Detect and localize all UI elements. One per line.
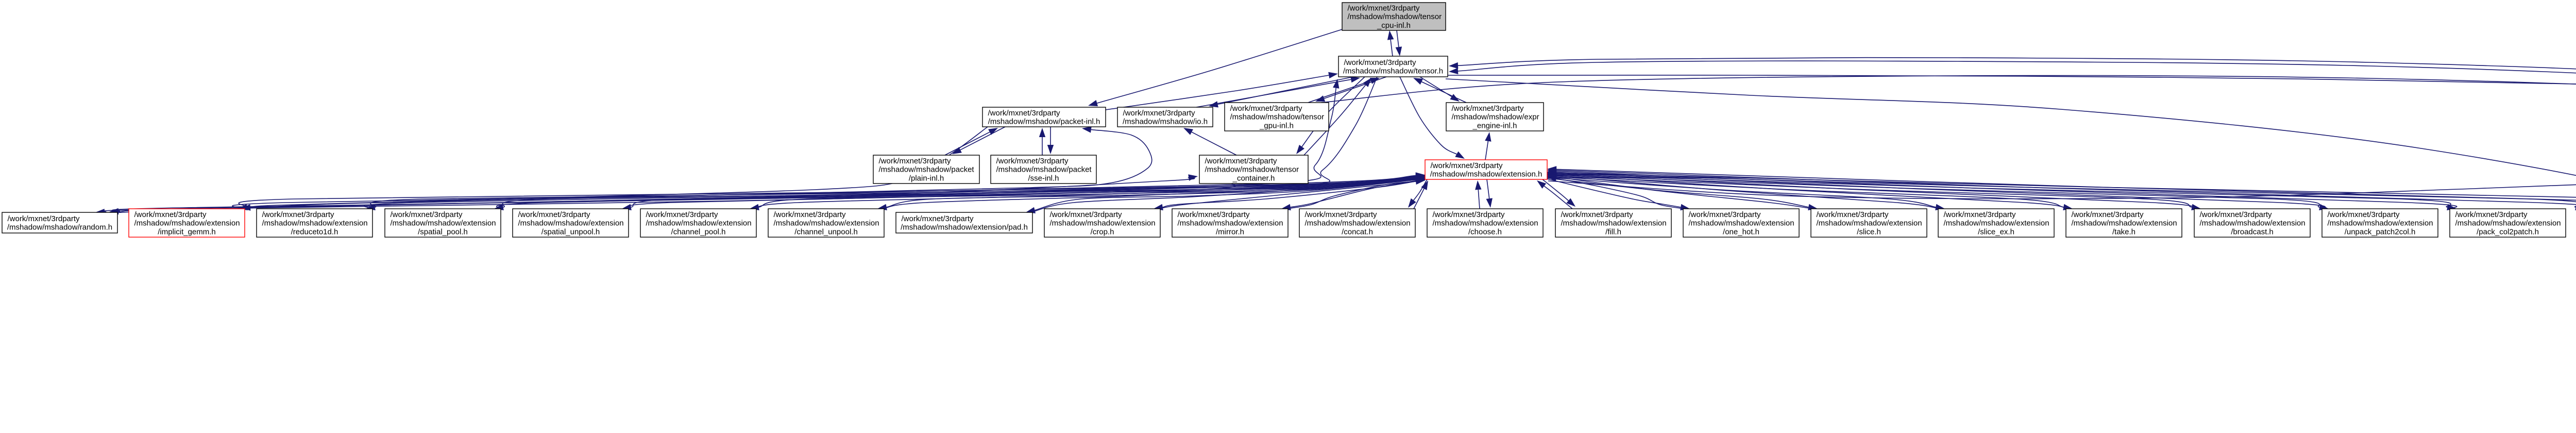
- svg-text:/mshadow/mshadow/extension: /mshadow/mshadow/extension: [646, 219, 752, 228]
- svg-text:/slice_ex.h: /slice_ex.h: [1978, 227, 2014, 236]
- svg-text:/mshadow/mshadow/extension: /mshadow/mshadow/extension: [2072, 219, 2177, 228]
- svg-text:/sse-inl.h: /sse-inl.h: [1028, 174, 1059, 182]
- svg-text:/work/mxnet/3rdparty: /work/mxnet/3rdparty: [2200, 210, 2273, 219]
- svg-text:_container.h: _container.h: [1232, 174, 1275, 182]
- svg-text:_cpu-inl.h: _cpu-inl.h: [1377, 21, 1411, 30]
- svg-text:/unpack_patch2col.h: /unpack_patch2col.h: [2345, 227, 2416, 236]
- svg-text:/work/mxnet/3rdparty: /work/mxnet/3rdparty: [8, 214, 80, 223]
- svg-text:/work/mxnet/3rdparty: /work/mxnet/3rdparty: [262, 210, 335, 219]
- svg-text:/work/mxnet/3rdparty: /work/mxnet/3rdparty: [774, 210, 846, 219]
- svg-text:/work/mxnet/3rdparty: /work/mxnet/3rdparty: [1178, 210, 1250, 219]
- svg-text:_gpu-inl.h: _gpu-inl.h: [1259, 121, 1294, 130]
- svg-text:/work/mxnet/3rdparty: /work/mxnet/3rdparty: [1348, 4, 1420, 13]
- svg-text:/mshadow/mshadow/tensor: /mshadow/mshadow/tensor: [1205, 165, 1299, 174]
- svg-text:/slice.h: /slice.h: [1857, 227, 1881, 236]
- svg-text:/reduceto1d.h: /reduceto1d.h: [291, 227, 338, 236]
- svg-text:/spatial_unpool.h: /spatial_unpool.h: [541, 227, 600, 236]
- svg-text:/mshadow/mshadow/extension: /mshadow/mshadow/extension: [2200, 219, 2306, 228]
- svg-text:/mshadow/mshadow/packet-inl.h: /mshadow/mshadow/packet-inl.h: [988, 118, 1100, 126]
- svg-text:/work/mxnet/3rdparty: /work/mxnet/3rdparty: [902, 214, 974, 223]
- svg-text:_engine-inl.h: _engine-inl.h: [1472, 121, 1517, 130]
- svg-text:/work/mxnet/3rdparty: /work/mxnet/3rdparty: [1944, 210, 2016, 219]
- svg-text:/work/mxnet/3rdparty: /work/mxnet/3rdparty: [1305, 210, 1378, 219]
- svg-text:/channel_unpool.h: /channel_unpool.h: [794, 227, 858, 236]
- svg-text:/mshadow/mshadow/extension: /mshadow/mshadow/extension: [1561, 219, 1667, 228]
- svg-text:/fill.h: /fill.h: [1605, 227, 1621, 236]
- svg-text:/work/mxnet/3rdparty: /work/mxnet/3rdparty: [391, 210, 463, 219]
- svg-text:/mshadow/mshadow/extension: /mshadow/mshadow/extension: [2455, 219, 2561, 228]
- svg-text:/one_hot.h: /one_hot.h: [1723, 227, 1759, 236]
- svg-text:/mshadow/mshadow/extension: /mshadow/mshadow/extension: [774, 219, 879, 228]
- svg-text:/work/mxnet/3rdparty: /work/mxnet/3rdparty: [1230, 104, 1303, 113]
- svg-text:/mshadow/mshadow/io.h: /mshadow/mshadow/io.h: [1123, 118, 1208, 126]
- svg-text:/concat.h: /concat.h: [1342, 227, 1373, 236]
- svg-text:/mshadow/mshadow/extension.h: /mshadow/mshadow/extension.h: [1430, 170, 1543, 179]
- svg-text:/mshadow/mshadow/packet: /mshadow/mshadow/packet: [879, 165, 975, 174]
- svg-text:/work/mxnet/3rdparty: /work/mxnet/3rdparty: [1689, 210, 1761, 219]
- svg-text:/mshadow/mshadow/tensor: /mshadow/mshadow/tensor: [1348, 12, 1442, 21]
- svg-text:/work/mxnet/3rdparty: /work/mxnet/3rdparty: [1433, 210, 1505, 219]
- svg-text:/mshadow/mshadow/extension: /mshadow/mshadow/extension: [1050, 219, 1156, 228]
- svg-text:/work/mxnet/3rdparty: /work/mxnet/3rdparty: [1050, 210, 1123, 219]
- svg-text:/work/mxnet/3rdparty: /work/mxnet/3rdparty: [1344, 58, 1417, 67]
- svg-text:/mshadow/mshadow/tensor: /mshadow/mshadow/tensor: [1230, 113, 1325, 122]
- svg-text:/mshadow/mshadow/extension: /mshadow/mshadow/extension: [1433, 219, 1538, 228]
- svg-text:/work/mxnet/3rdparty: /work/mxnet/3rdparty: [1452, 104, 1524, 113]
- svg-text:/work/mxnet/3rdparty: /work/mxnet/3rdparty: [2455, 210, 2528, 219]
- svg-text:/mshadow/mshadow/random.h: /mshadow/mshadow/random.h: [7, 223, 112, 232]
- svg-text:/broadcast.h: /broadcast.h: [2231, 227, 2274, 236]
- svg-text:/mshadow/mshadow/extension: /mshadow/mshadow/extension: [1817, 219, 1922, 228]
- svg-text:/mshadow/mshadow/extension: /mshadow/mshadow/extension: [1689, 219, 1794, 228]
- svg-text:/mshadow/mshadow/extension: /mshadow/mshadow/extension: [134, 219, 240, 228]
- svg-text:/work/mxnet/3rdparty: /work/mxnet/3rdparty: [2328, 210, 2400, 219]
- svg-text:/work/mxnet/3rdparty: /work/mxnet/3rdparty: [1123, 109, 1196, 118]
- svg-text:/work/mxnet/3rdparty: /work/mxnet/3rdparty: [646, 210, 719, 219]
- svg-text:/pack_col2patch.h: /pack_col2patch.h: [2477, 227, 2539, 236]
- svg-text:/work/mxnet/3rdparty: /work/mxnet/3rdparty: [1431, 161, 1503, 170]
- svg-text:/work/mxnet/3rdparty: /work/mxnet/3rdparty: [134, 210, 207, 219]
- svg-text:/take.h: /take.h: [2112, 227, 2136, 236]
- svg-text:/plain-inl.h: /plain-inl.h: [909, 174, 944, 182]
- svg-text:/work/mxnet/3rdparty: /work/mxnet/3rdparty: [518, 210, 591, 219]
- svg-text:/work/mxnet/3rdparty: /work/mxnet/3rdparty: [879, 157, 952, 165]
- svg-text:/mshadow/mshadow/tensor.h: /mshadow/mshadow/tensor.h: [1343, 67, 1443, 76]
- svg-text:/mshadow/mshadow/extension: /mshadow/mshadow/extension: [262, 219, 368, 228]
- svg-text:/choose.h: /choose.h: [1468, 227, 1502, 236]
- svg-text:/mshadow/mshadow/packet: /mshadow/mshadow/packet: [996, 165, 1092, 174]
- svg-text:/mirror.h: /mirror.h: [1216, 227, 1244, 236]
- svg-text:/mshadow/mshadow/expr: /mshadow/mshadow/expr: [1452, 113, 1539, 122]
- svg-text:/work/mxnet/3rdparty: /work/mxnet/3rdparty: [1817, 210, 1889, 219]
- svg-text:/mshadow/mshadow/extension: /mshadow/mshadow/extension: [391, 219, 496, 228]
- svg-text:/mshadow/mshadow/extension: /mshadow/mshadow/extension: [1944, 219, 2049, 228]
- svg-text:/work/mxnet/3rdparty: /work/mxnet/3rdparty: [2072, 210, 2144, 219]
- svg-text:/work/mxnet/3rdparty: /work/mxnet/3rdparty: [988, 109, 1061, 118]
- svg-text:/mshadow/mshadow/extension/pad: /mshadow/mshadow/extension/pad.h: [901, 223, 1028, 232]
- svg-text:/mshadow/mshadow/extension: /mshadow/mshadow/extension: [518, 219, 624, 228]
- svg-text:/mshadow/mshadow/extension: /mshadow/mshadow/extension: [1178, 219, 1283, 228]
- svg-text:/mshadow/mshadow/extension: /mshadow/mshadow/extension: [1305, 219, 1411, 228]
- svg-text:/crop.h: /crop.h: [1091, 227, 1114, 236]
- svg-text:/mshadow/mshadow/extension: /mshadow/mshadow/extension: [2328, 219, 2433, 228]
- svg-text:/work/mxnet/3rdparty: /work/mxnet/3rdparty: [1205, 157, 1278, 165]
- svg-text:/spatial_pool.h: /spatial_pool.h: [418, 227, 468, 236]
- svg-text:/work/mxnet/3rdparty: /work/mxnet/3rdparty: [1561, 210, 1634, 219]
- svg-text:/channel_pool.h: /channel_pool.h: [671, 227, 726, 236]
- svg-text:/work/mxnet/3rdparty: /work/mxnet/3rdparty: [996, 157, 1069, 165]
- svg-text:/implicit_gemm.h: /implicit_gemm.h: [158, 227, 216, 236]
